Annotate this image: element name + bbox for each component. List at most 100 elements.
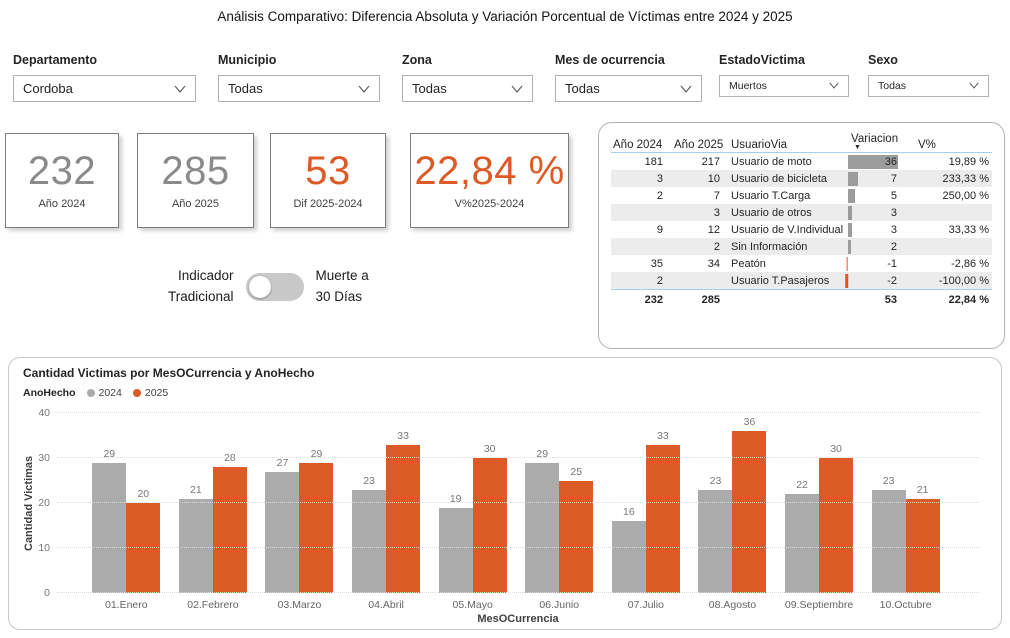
bar-2024-08-agosto[interactable]: 23 <box>698 475 733 593</box>
cell-v-percent: -100,00 % <box>938 274 989 287</box>
mes-de-ocurrencia-dropdown[interactable]: Todas <box>555 75 702 102</box>
legend-item-2024[interactable]: 2024 <box>86 387 122 399</box>
bar-value-label: 27 <box>276 456 289 469</box>
estadovictima-dropdown[interactable]: Muertos <box>719 75 849 97</box>
x-category-label: 10.Octubre <box>879 599 932 611</box>
table-row[interactable]: 2 7 Usuario T.Carga 5 250,00 % <box>611 187 992 204</box>
bar-2024-06-junio[interactable]: 29 <box>525 448 560 593</box>
column-header-variacion[interactable]: Variacion ▼ <box>851 133 899 151</box>
toggle-knob-icon <box>248 275 271 298</box>
bar-value-label: 33 <box>397 429 409 442</box>
y-tick-label: 40 <box>38 407 50 419</box>
gridline <box>57 502 979 503</box>
filter-label: Mes de ocurrencia <box>555 53 665 67</box>
bar-value-label: 23 <box>709 474 722 487</box>
table-row[interactable]: 9 12 Usuario de V.Individual 3 33,33 % <box>611 221 992 238</box>
bar-value-label: 20 <box>137 488 150 500</box>
legend-dot-icon <box>132 389 141 397</box>
bar-2024-05-mayo[interactable]: 19 <box>438 493 473 593</box>
column-header-ano-2025[interactable]: Año 2025 <box>674 139 724 151</box>
variacion-value: 5 <box>890 189 897 202</box>
table-row[interactable]: 2 Usuario T.Pasajeros -2 -100,00 % <box>611 272 992 289</box>
bar-2024-03-marzo[interactable]: 27 <box>265 457 300 593</box>
total-cell: 22,84 % <box>948 294 989 306</box>
table-row[interactable]: 3 10 Usuario de bicicleta 7 233,33 % <box>611 170 992 187</box>
total-cell: 285 <box>701 294 720 306</box>
cell-ano-2025: 217 <box>701 155 720 168</box>
kpi-value: 22,84 % <box>414 149 565 193</box>
municipio-dropdown[interactable]: Todas <box>218 75 380 102</box>
legend-item-2025[interactable]: 2025 <box>132 387 168 399</box>
column-header-v[interactable]: V% <box>918 139 936 151</box>
kpi-card-dif-2025-2024: 53 Dif 2025-2024 <box>270 133 386 228</box>
bar-2024-09-septiembre[interactable]: 22 <box>785 479 820 593</box>
bar-group-04-abril: 23 33 04.Abril <box>343 413 430 611</box>
table-row[interactable]: 3 Usuario de otros 3 <box>611 204 992 221</box>
cell-variacion: 36 <box>848 153 900 170</box>
table-row[interactable]: 35 34 Peatón -1 -2,86 % <box>611 255 992 272</box>
kpi-card-ano-2025: 285 Año 2025 <box>137 133 254 228</box>
table-row[interactable]: 2 Sin Información 2 <box>611 238 992 255</box>
table-row[interactable]: 181 217 Usuario de moto 36 19,89 % <box>611 153 992 170</box>
bar-group-05-mayo: 19 30 05.Mayo <box>429 413 516 611</box>
table-body: 181 217 Usuario de moto 36 19,89 % 3 10 Usuario… <box>611 153 992 289</box>
bar-2025-03-marzo[interactable]: 29 <box>299 448 334 593</box>
bar-2024-10-octubre[interactable]: 23 <box>871 475 906 593</box>
variacion-data-bar <box>848 154 898 169</box>
bar-2025-09-septiembre[interactable]: 30 <box>819 443 854 593</box>
column-header-ano-2024[interactable]: Año 2024 <box>613 139 663 151</box>
cell-usuario-via: Usuario de V.Individual <box>731 223 844 236</box>
page-title: Análisis Comparativo: Diferencia Absolut… <box>217 9 793 24</box>
filter-label: Municipio <box>218 53 277 67</box>
dropdown-selected-value: Todas <box>228 81 263 96</box>
cell-usuario-via: Peatón <box>731 257 766 270</box>
bar-value-label: 23 <box>363 474 375 487</box>
bar-2025-06-junio[interactable]: 25 <box>559 466 594 593</box>
cell-v-percent: 233,33 % <box>942 172 989 185</box>
bar-2025-04-abril[interactable]: 33 <box>386 430 421 593</box>
bar-value-label: 21 <box>190 483 202 496</box>
bar-2025-08-agosto[interactable]: 36 <box>732 416 767 593</box>
total-cell: 53 <box>884 294 897 306</box>
x-category-label: 02.Febrero <box>187 599 239 611</box>
x-axis-title: MesOCurrencia <box>477 613 559 625</box>
variacion-data-bar <box>848 171 858 186</box>
bar-2025-10-octubre[interactable]: 21 <box>905 484 940 593</box>
legend-title: AnoHecho <box>23 387 76 399</box>
kpi-value: 53 <box>305 149 351 193</box>
usuario-via-table-card: Año 2024 Año 2025 UsuarioVia Variacion ▼ V% 1… <box>598 122 1005 349</box>
bar-2024-02-febrero[interactable]: 21 <box>178 484 213 593</box>
dropdown-selected-value: Cordoba <box>23 81 73 96</box>
bar-2024-01-enero[interactable]: 29 <box>92 448 127 593</box>
bar-2024-04-abril[interactable]: 23 <box>352 475 387 593</box>
dropdown-selected-value: Todas <box>412 81 447 96</box>
cell-ano-2024: 2 <box>656 189 663 202</box>
bar-group-02-febrero: 21 28 02.Febrero <box>170 413 257 611</box>
legend-dot-icon <box>86 389 95 397</box>
bars-row: 29 20 01.Enero 21 28 02.Febrero 27 29 03.Marzo 23… <box>83 413 949 611</box>
bar-value-label: 25 <box>570 465 583 478</box>
zona-dropdown[interactable]: Todas <box>402 75 533 102</box>
variacion-value: -2 <box>887 274 897 287</box>
cell-usuario-via: Usuario de moto <box>731 155 812 168</box>
variacion-data-bar <box>848 205 853 220</box>
gridline <box>57 457 979 458</box>
bar-value-label: 23 <box>882 474 895 487</box>
bar-group-08-agosto: 23 36 08.Agosto <box>689 413 776 611</box>
bar-2024-07-julio[interactable]: 16 <box>611 506 646 593</box>
departamento-dropdown[interactable]: Cordoba <box>13 75 196 102</box>
column-header-usuariovia[interactable]: UsuarioVia <box>731 139 788 151</box>
y-tick-label: 20 <box>38 497 50 509</box>
y-axis-title: Cantidad Victimas <box>23 455 35 551</box>
bar-2025-05-mayo[interactable]: 30 <box>472 443 507 593</box>
dropdown-selected-value: Todas <box>565 81 600 96</box>
kpi-value: 232 <box>27 149 97 193</box>
bar-2025-01-enero[interactable]: 20 <box>126 488 161 593</box>
sexo-dropdown[interactable]: Todas <box>868 75 989 97</box>
bar-2025-02-febrero[interactable]: 28 <box>212 452 247 593</box>
bar-value-label: 28 <box>224 452 236 464</box>
table-header-row: Año 2024 Año 2025 UsuarioVia Variacion ▼ V% <box>611 133 992 153</box>
indicator-toggle[interactable] <box>245 272 304 301</box>
filter-label: EstadoVictima <box>719 53 805 67</box>
bar-2025-07-julio[interactable]: 33 <box>645 430 680 593</box>
